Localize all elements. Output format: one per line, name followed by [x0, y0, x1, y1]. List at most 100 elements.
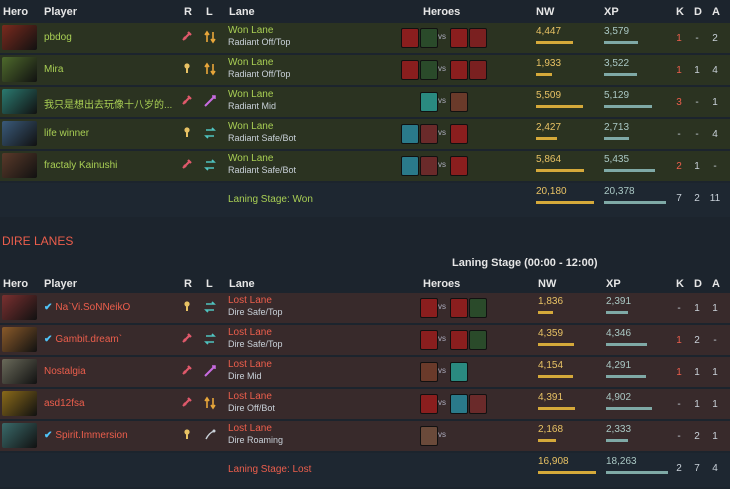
verified-check-icon: ✔: [44, 430, 53, 441]
hero-portrait[interactable]: [2, 359, 37, 384]
hero-icon[interactable]: [401, 60, 419, 80]
lane-result: Lost Lane: [228, 423, 272, 434]
experience-bar: [606, 375, 646, 378]
hero-icon[interactable]: [420, 28, 438, 48]
radiant-player-row[interactable]: Mira Won Lane Radiant Off/Top vs 1,933 3…: [0, 55, 730, 85]
hero-portrait[interactable]: [2, 25, 37, 50]
total-net-worth-bar: [538, 471, 596, 474]
lane-result: Lost Lane: [228, 391, 272, 402]
hero-icon[interactable]: [420, 60, 438, 80]
col-nw: NW: [536, 6, 555, 18]
role-support-icon: [181, 62, 193, 74]
hero-icon[interactable]: [420, 330, 438, 350]
experience: 3,579: [604, 26, 630, 37]
hero-icon[interactable]: [420, 156, 438, 176]
net-worth: 4,154: [538, 360, 564, 371]
col-lane: Lane: [229, 278, 255, 290]
dire-player-row[interactable]: ✔ Gambit.dream` Lost Lane Dire Safe/Top v…: [0, 325, 730, 355]
kills: 1: [676, 367, 682, 378]
kills: -: [677, 129, 681, 140]
hero-icon[interactable]: [469, 330, 487, 350]
laning-stage-title: Laning Stage (00:00 - 12:00): [452, 257, 598, 269]
total-net-worth: 16,908: [538, 456, 569, 467]
total-kills: 2: [676, 463, 682, 474]
safelane-icon: [203, 126, 217, 140]
hero-icon[interactable]: [450, 156, 468, 176]
dire-player-row[interactable]: ✔ Spirit.Immersion Lost Lane Dire Roaming…: [0, 421, 730, 451]
hero-portrait[interactable]: [2, 295, 37, 320]
player-name[interactable]: asd12fsa: [44, 398, 85, 409]
hero-icon[interactable]: [401, 124, 419, 144]
dire-player-row[interactable]: asd12fsa Lost Lane Dire Off/Bot vs 4,391…: [0, 389, 730, 419]
total-assists: 4: [712, 463, 718, 474]
hero-icon[interactable]: [450, 362, 468, 382]
safelane-icon: [203, 332, 217, 346]
total-experience-bar: [606, 471, 668, 474]
player-name[interactable]: ✔ Na`Vi.SoNNeikO: [44, 302, 131, 313]
hero-icon[interactable]: [450, 60, 468, 80]
player-name[interactable]: Nostalgia: [44, 366, 86, 377]
hero-icon[interactable]: [420, 92, 438, 112]
player-name[interactable]: pbdog: [44, 32, 72, 43]
vs-label: vs: [438, 160, 446, 169]
hero-icon[interactable]: [420, 298, 438, 318]
vs-label: vs: [438, 398, 446, 407]
hero-portrait[interactable]: [2, 391, 37, 416]
lane-result: Lost Lane: [228, 295, 272, 306]
total-deaths: 7: [694, 463, 700, 474]
net-worth-bar: [536, 169, 584, 172]
hero-icon[interactable]: [401, 156, 419, 176]
col-nw: NW: [538, 278, 557, 290]
lane-name: Radiant Safe/Bot: [228, 165, 297, 175]
dire-player-row[interactable]: ✔ Na`Vi.SoNNeikO Lost Lane Dire Safe/Top …: [0, 293, 730, 323]
player-name[interactable]: Mira: [44, 64, 64, 75]
player-name[interactable]: ✔ Gambit.dream`: [44, 334, 123, 345]
hero-portrait[interactable]: [2, 153, 37, 178]
kills: 1: [676, 335, 682, 346]
net-worth-bar: [538, 439, 556, 442]
experience-bar: [604, 137, 629, 140]
hero-icon[interactable]: [450, 124, 468, 144]
experience: 4,291: [606, 360, 632, 371]
hero-icon[interactable]: [450, 298, 468, 318]
deaths: -: [695, 129, 699, 140]
hero-icon[interactable]: [450, 28, 468, 48]
hero-icon[interactable]: [450, 394, 468, 414]
hero-icon[interactable]: [420, 124, 438, 144]
hero-icon[interactable]: [469, 298, 487, 318]
col-lane-icon: L: [206, 278, 213, 290]
hero-icon[interactable]: [450, 330, 468, 350]
assists: 1: [712, 367, 718, 378]
player-name[interactable]: ✔ Spirit.Immersion: [44, 430, 128, 441]
radiant-player-row[interactable]: fractaly Kainushi Won Lane Radiant Safe/…: [0, 151, 730, 181]
hero-portrait[interactable]: [2, 121, 37, 146]
hero-icon[interactable]: [469, 394, 487, 414]
hero-portrait[interactable]: [2, 327, 37, 352]
hero-icon[interactable]: [420, 394, 438, 414]
hero-portrait[interactable]: [2, 423, 37, 448]
lane-name: Dire Roaming: [228, 435, 284, 445]
hero-icon[interactable]: [469, 60, 487, 80]
hero-icon[interactable]: [420, 426, 438, 446]
dire-player-row[interactable]: Nostalgia Lost Lane Dire Mid vs 4,154 4,…: [0, 357, 730, 387]
hero-portrait[interactable]: [2, 89, 37, 114]
experience-bar: [606, 439, 628, 442]
hero-icon[interactable]: [469, 28, 487, 48]
radiant-player-row[interactable]: pbdog Won Lane Radiant Off/Top vs 4,447 …: [0, 23, 730, 53]
radiant-player-row[interactable]: life winner Won Lane Radiant Safe/Bot vs…: [0, 119, 730, 149]
hero-icon[interactable]: [401, 28, 419, 48]
deaths: 1: [694, 367, 700, 378]
col-a: A: [712, 6, 720, 18]
hero-icon[interactable]: [450, 92, 468, 112]
player-name[interactable]: life winner: [44, 128, 90, 139]
net-worth-bar: [536, 137, 557, 140]
player-name[interactable]: fractaly Kainushi: [44, 160, 118, 171]
player-name[interactable]: 我只是想出去玩像十八岁的...: [44, 100, 173, 111]
kills: -: [677, 303, 681, 314]
hero-portrait[interactable]: [2, 57, 37, 82]
hero-icon[interactable]: [420, 362, 438, 382]
assists: 1: [712, 399, 718, 410]
role-core-icon: [181, 332, 193, 344]
lane-matchup-heroes: vs: [400, 394, 520, 414]
radiant-player-row[interactable]: 我只是想出去玩像十八岁的... Won Lane Radiant Mid vs …: [0, 87, 730, 117]
